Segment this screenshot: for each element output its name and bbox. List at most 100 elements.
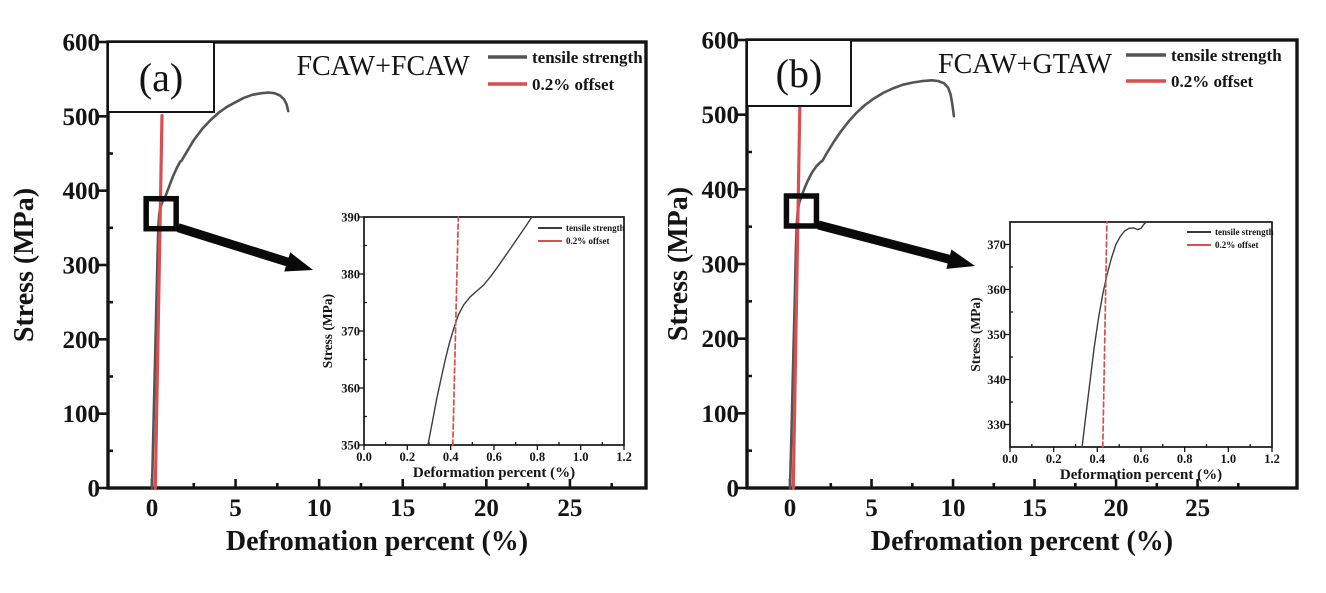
- y-axis-label: Stress (MPa): [320, 294, 335, 368]
- x-tick-label: 1.0: [573, 450, 589, 464]
- chart-canvas-b: 0 5 10 15 20 25 0 100 200 300 400 500 600 Defromation…: [663, 28, 1299, 557]
- tensile-strength-curve: [1081, 221, 1148, 448]
- y-tick-label: 400: [63, 178, 101, 205]
- x-tick-label: 25: [557, 495, 582, 522]
- y-tick-label: 500: [63, 104, 101, 131]
- inset-plot-frame: [1009, 221, 1273, 448]
- y-tick-label: 380: [341, 267, 360, 281]
- zoom-indicator-box: [783, 193, 820, 229]
- panel-a: 0 5 10 15 20 25 0 100 200 300 400 500 600 Defromation…: [9, 30, 648, 557]
- inset-plot: 0.0 0.2 0.4 0.6 0.8 1.0 1.2 350 360 370 380 390 Defo…: [320, 210, 632, 481]
- panel-label: (a): [139, 55, 183, 100]
- tensile-strength-curve: [788, 79, 956, 490]
- y-tick-label: 100: [702, 401, 740, 428]
- x-tick-label: 0.8: [530, 450, 546, 464]
- y-tick-label: 0: [88, 476, 101, 503]
- zoom-arrow-shaft: [176, 223, 291, 267]
- legend-label: 0.2% offset: [1215, 240, 1259, 250]
- legend: tensile strength 0.2% offset: [488, 48, 643, 94]
- inset-plot-frame: [363, 216, 625, 446]
- x-tick-label: 0.0: [1002, 452, 1018, 466]
- y-axis-label: Stress (MPa): [663, 187, 694, 341]
- zoom-indicator-box: [143, 195, 179, 232]
- tensile-strength-curve: [150, 91, 290, 490]
- main-plot: 0 5 10 15 20 25 0 100 200 300 400 500 600 Defromation…: [663, 28, 1299, 557]
- x-tick-label: 5: [865, 495, 878, 522]
- y-tick-label: 0: [727, 476, 740, 503]
- y-tick-label: 370: [341, 324, 360, 338]
- legend-label: tensile strength: [1215, 227, 1274, 237]
- x-tick-label: 0.2: [1046, 452, 1062, 466]
- y-axis-label: Stress (MPa): [9, 188, 40, 342]
- legend-label: 0.2% offset: [1171, 72, 1253, 91]
- x-tick-label: 20: [1104, 495, 1129, 522]
- x-tick-label: 25: [1185, 495, 1210, 522]
- y-tick-label: 100: [63, 401, 101, 428]
- legend-label: tensile strength: [566, 223, 625, 233]
- x-tick-label: 0.0: [356, 450, 372, 464]
- chart-canvas-a: 0 5 10 15 20 25 0 100 200 300 400 500 600 Defromation…: [9, 30, 648, 557]
- x-tick-label: 1.2: [616, 450, 632, 464]
- y-tick-label: 200: [63, 327, 101, 354]
- legend-label: tensile strength: [1171, 46, 1282, 65]
- y-tick-label: 300: [63, 253, 101, 280]
- legend: tensile strength 0.2% offset: [538, 223, 625, 246]
- x-tick-label: 15: [390, 495, 415, 522]
- y-tick-label: 200: [702, 326, 740, 353]
- legend-label: tensile strength: [532, 48, 643, 67]
- y-tick-label: 400: [702, 177, 740, 204]
- 0-2-offset-curve: [451, 216, 460, 446]
- main-plot-frame: [745, 38, 1299, 490]
- x-tick-label: 1.0: [1221, 452, 1237, 466]
- x-tick-label: 5: [229, 495, 242, 522]
- zoom-arrow-head: [946, 249, 975, 269]
- y-tick-label: 350: [341, 438, 360, 452]
- panel-label: (b): [776, 51, 823, 96]
- panel-label-box: [746, 39, 852, 107]
- legend-label: 0.2% offset: [566, 236, 610, 246]
- legend-label: 0.2% offset: [532, 75, 614, 94]
- chart-title: FCAW+FCAW: [296, 51, 470, 82]
- y-tick-label: 600: [702, 28, 740, 55]
- x-tick-label: 0.4: [443, 450, 459, 464]
- x-tick-label: 10: [941, 495, 966, 522]
- y-tick-label: 300: [702, 252, 740, 279]
- x-axis-label: Defromation percent (%): [871, 526, 1173, 557]
- x-axis-label: Deformation percent (%): [413, 465, 575, 481]
- 0-2-offset-curve: [791, 105, 802, 490]
- y-tick-label: 350: [987, 328, 1006, 342]
- tensile-strength-curve: [427, 216, 533, 446]
- zoom-arrow-shaft: [817, 220, 952, 265]
- x-tick-label: 0.6: [1133, 452, 1149, 466]
- y-axis-label: Stress (MPa): [968, 297, 983, 371]
- 0-2-offset-curve: [153, 113, 164, 490]
- y-tick-label: 330: [987, 418, 1006, 432]
- x-tick-label: 0.4: [1090, 452, 1106, 466]
- panel-b: 0 5 10 15 20 25 0 100 200 300 400 500 600 Defromation…: [663, 0, 1326, 593]
- y-tick-label: 500: [702, 102, 740, 129]
- y-tick-label: 360: [341, 381, 360, 395]
- x-tick-label: 20: [474, 495, 499, 522]
- x-tick-label: 0.8: [1177, 452, 1193, 466]
- legend: tensile strength 0.2% offset: [1126, 46, 1282, 91]
- x-tick-label: 15: [1022, 495, 1047, 522]
- x-tick-label: 10: [307, 495, 332, 522]
- y-tick-label: 370: [987, 238, 1006, 252]
- panel-label-box: [107, 41, 215, 113]
- y-tick-label: 390: [341, 210, 360, 224]
- x-tick-label: 0: [784, 495, 797, 522]
- x-tick-label: 1.2: [1264, 452, 1280, 466]
- legend: tensile strength 0.2% offset: [1187, 227, 1274, 250]
- y-tick-label: 340: [987, 373, 1006, 387]
- x-tick-label: 0.2: [400, 450, 416, 464]
- inset-plot: 0.0 0.2 0.4 0.6 0.8 1.0 1.2 330 340 350 360 370 Defo…: [968, 221, 1280, 483]
- y-tick-label: 600: [63, 30, 101, 57]
- 0-2-offset-curve: [1101, 221, 1108, 448]
- x-axis-label: Defromation percent (%): [226, 526, 528, 557]
- x-tick-label: 0.6: [486, 450, 502, 464]
- x-axis-label: Deformation percent (%): [1060, 467, 1222, 483]
- x-tick-label: 0: [146, 495, 159, 522]
- y-tick-label: 360: [987, 283, 1006, 297]
- main-plot: 0 5 10 15 20 25 0 100 200 300 400 500 600 Defromation…: [9, 30, 648, 557]
